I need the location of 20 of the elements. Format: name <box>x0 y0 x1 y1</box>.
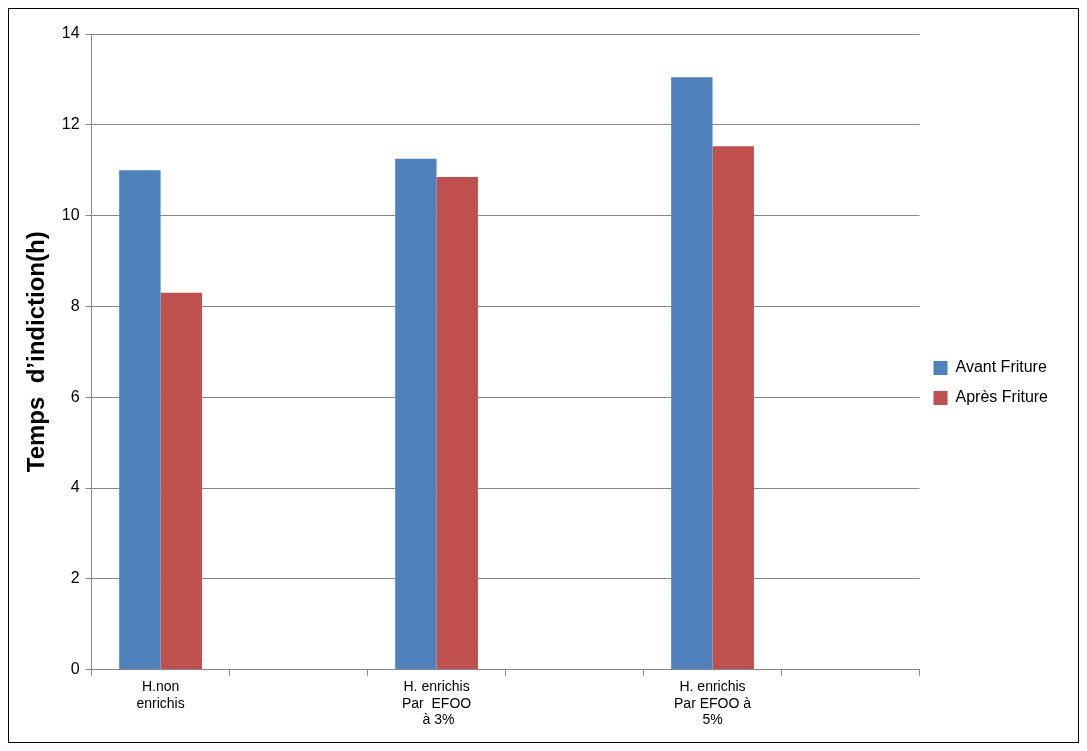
y-tick-label: 2 <box>70 569 80 587</box>
y-tick-label: 4 <box>70 478 80 496</box>
y-tick-label: 6 <box>70 387 80 405</box>
legend-label: Avant Friture <box>955 358 1047 376</box>
y-tick-label: 8 <box>70 296 80 314</box>
bar <box>436 177 478 670</box>
bar <box>395 158 437 670</box>
y-tick-label: 14 <box>61 24 80 42</box>
x-tick-label: H. enrichis Par EFOO à 3% <box>401 677 472 728</box>
y-tick-label: 0 <box>70 660 80 678</box>
legend-label: Après Friture <box>955 388 1049 406</box>
x-tick-label: H. enrichis Par EFOO à 5% <box>674 677 752 728</box>
bar <box>160 292 202 670</box>
y-tick-label: 12 <box>61 115 80 133</box>
y-tick-label: 10 <box>61 206 80 224</box>
y-axis-title: Temps d’indiction(h) <box>22 231 50 473</box>
x-tick-label: H.non enrichis <box>136 677 185 711</box>
bar <box>671 77 713 670</box>
bar <box>119 170 161 670</box>
bar <box>712 146 754 670</box>
